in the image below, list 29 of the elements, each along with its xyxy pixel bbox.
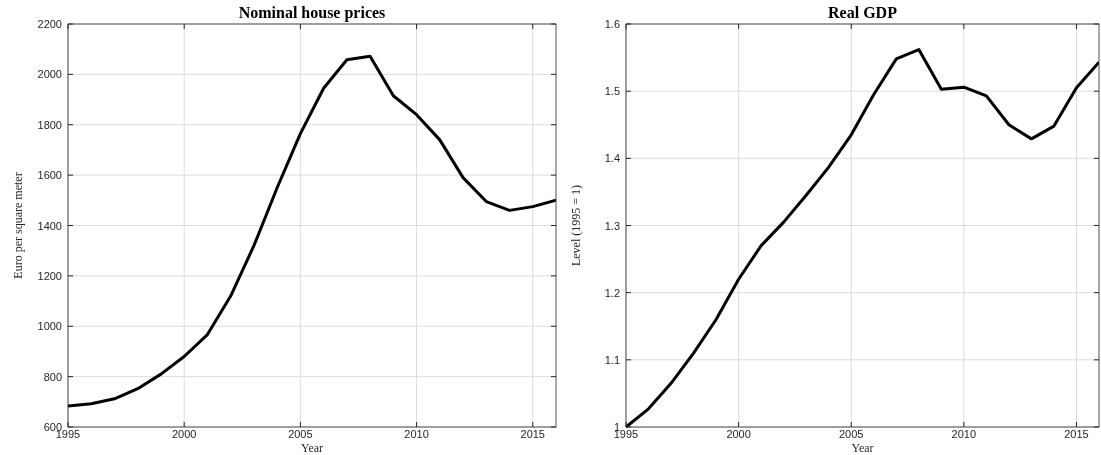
- x-axis-title: Year: [851, 441, 874, 455]
- y-tick-label: 1600: [37, 169, 62, 182]
- y-tick-label: 1200: [37, 269, 62, 282]
- y-tick-label: 1.2: [604, 286, 620, 299]
- y-tick-label: 1800: [37, 118, 62, 131]
- x-tick-label: 2015: [1064, 428, 1089, 440]
- x-tick-label: 2010: [951, 428, 977, 440]
- x-axis-title: Year: [300, 441, 324, 455]
- y-axis-title: Level (1995 = 1): [569, 184, 583, 267]
- y-tick-label: 1.5: [604, 85, 620, 98]
- y-axis-title: Euro per square meter: [11, 172, 25, 279]
- y-tick-label: 2200: [37, 18, 62, 30]
- x-tick-label: 2000: [726, 428, 751, 440]
- x-tick-label: 2015: [520, 428, 545, 440]
- y-tick-label: 1400: [37, 219, 62, 232]
- line-series: [68, 54, 556, 408]
- y-tick-label: 1.3: [604, 219, 620, 232]
- y-tick-label: 800: [43, 370, 62, 383]
- y-tick-label: 1000: [37, 320, 62, 333]
- x-tick-label: 2000: [171, 428, 197, 440]
- y-tick-label: 1.1: [604, 353, 620, 366]
- x-tick-label: 2005: [839, 428, 864, 440]
- chart-title: Real GDP: [828, 4, 898, 21]
- chart-title: Nominal house prices: [238, 4, 386, 22]
- y-tick-label: 1.6: [604, 18, 620, 30]
- x-tick-label: 2005: [288, 428, 313, 440]
- y-tick-label: 2000: [37, 68, 62, 81]
- y-tick-label: 1.4: [604, 152, 620, 165]
- x-tick-label: 2010: [404, 428, 429, 440]
